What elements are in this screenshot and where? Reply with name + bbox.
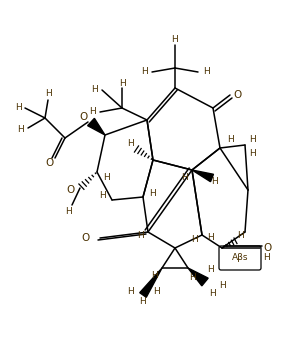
Text: H: H	[210, 289, 216, 298]
Text: O: O	[80, 112, 88, 122]
Text: Aβs: Aβs	[232, 253, 248, 262]
Text: H: H	[211, 178, 217, 186]
Text: H: H	[88, 107, 95, 116]
Text: O: O	[46, 158, 54, 168]
Text: H: H	[203, 67, 209, 76]
Text: H: H	[151, 272, 157, 281]
Text: H: H	[150, 190, 156, 198]
Text: H: H	[190, 273, 196, 282]
Text: O: O	[233, 90, 241, 100]
Text: H: H	[140, 297, 146, 306]
Text: H: H	[66, 206, 72, 215]
Text: H: H	[141, 67, 147, 76]
Text: H: H	[191, 236, 197, 245]
Text: H: H	[18, 126, 24, 135]
Text: H: H	[104, 173, 110, 182]
Text: H: H	[119, 79, 125, 87]
Polygon shape	[188, 268, 208, 286]
Text: H: H	[227, 135, 233, 145]
Text: O: O	[67, 185, 75, 195]
Text: H: H	[137, 230, 143, 240]
Text: H: H	[127, 288, 133, 297]
Text: O: O	[264, 243, 272, 253]
Text: H: H	[220, 281, 226, 289]
Text: O: O	[82, 233, 90, 243]
Text: H: H	[128, 139, 134, 149]
Text: H: H	[98, 190, 105, 199]
Text: H: H	[153, 288, 159, 297]
Text: H: H	[237, 232, 243, 241]
Text: H: H	[207, 233, 213, 242]
Text: H: H	[15, 103, 22, 112]
Text: H: H	[181, 174, 187, 182]
Text: H: H	[207, 265, 213, 274]
Text: H: H	[263, 253, 269, 262]
Text: H: H	[250, 135, 256, 145]
Text: H: H	[171, 36, 178, 44]
Polygon shape	[88, 118, 105, 135]
Polygon shape	[140, 268, 162, 297]
Text: H: H	[250, 149, 256, 158]
Text: H: H	[45, 90, 52, 99]
Text: H: H	[92, 86, 98, 95]
FancyBboxPatch shape	[219, 246, 261, 270]
Polygon shape	[192, 170, 214, 182]
